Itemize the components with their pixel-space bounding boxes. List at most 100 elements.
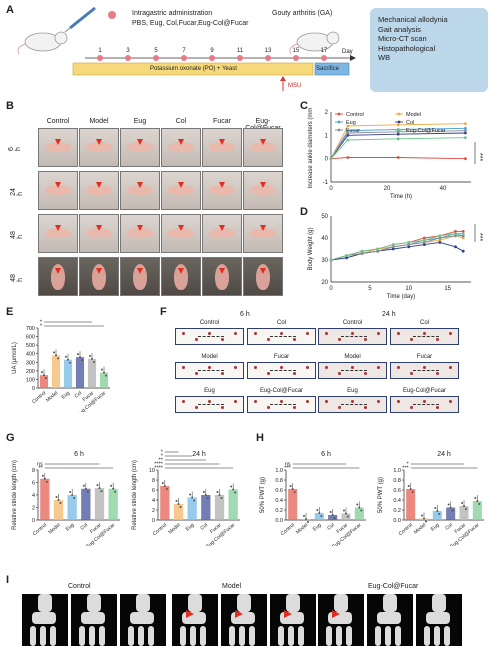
paw-print [208, 366, 211, 369]
ct-scan [221, 594, 267, 646]
ct-scan [172, 594, 218, 646]
bone-shape [426, 612, 450, 624]
paw-print [325, 366, 328, 369]
x-tick-label: 10 [405, 286, 412, 292]
sample-dot [114, 490, 117, 493]
assay-list: Mechanical allodynia Gait analysis Micro-C… [370, 8, 488, 70]
y-tick-label: 40 [321, 236, 328, 242]
sample-dot [216, 491, 219, 493]
x-tick-label: 5 [368, 286, 372, 292]
gait-label: Eug-Col@Fucar [259, 388, 304, 394]
gait-track [175, 328, 244, 345]
sample-dot [291, 488, 294, 490]
paw-print [423, 366, 426, 369]
panel-e-label: E [6, 306, 14, 318]
paw-photo [243, 214, 283, 253]
paw-photo [38, 257, 78, 296]
sample-dot [204, 494, 207, 496]
sample-dot [220, 497, 223, 499]
stride-line [198, 336, 224, 337]
red-arrow-icon [260, 225, 266, 231]
series-line-4 [330, 235, 464, 261]
bar-0 [406, 489, 416, 520]
day-dot-1 [97, 55, 103, 61]
y-tick-label: 6 [152, 488, 155, 494]
day-dot-17 [321, 55, 327, 61]
data-point [438, 238, 442, 242]
red-arrow-icon [96, 268, 102, 274]
sample-dot [407, 485, 410, 487]
legend-label: Eug [346, 120, 356, 126]
paw-print [293, 406, 296, 409]
timeline-graphic [17, 6, 356, 91]
sample-dot [71, 494, 74, 496]
paw-photo [161, 128, 201, 167]
bar-5 [108, 488, 118, 520]
sample-dot [230, 485, 233, 488]
paw-photo [202, 128, 242, 167]
sample-dot [234, 491, 237, 494]
ct-scan [120, 594, 166, 646]
gait-track [390, 328, 459, 345]
data-point [346, 138, 350, 142]
sample-dot [43, 477, 46, 480]
data-point [464, 122, 467, 126]
sample-dot [98, 487, 101, 490]
paw-print [377, 400, 380, 403]
panel-g-label: G [6, 432, 15, 444]
admin-dot-icon [108, 11, 116, 19]
series-line-5 [330, 233, 464, 261]
y-tick-label: 0.0 [275, 518, 283, 524]
paw-photo [202, 171, 242, 210]
day-tick-11: 11 [236, 48, 244, 54]
bone-shape [326, 626, 332, 646]
paw-shape [209, 228, 235, 238]
sig-star: *** [476, 233, 483, 241]
paw-photo [161, 214, 201, 253]
ua-chart: 0 100 200 300 400 500 600 700 UA (μmol/L) Control… [12, 320, 110, 412]
y-tick-label: 0 [32, 518, 35, 524]
bone-shape [188, 594, 202, 612]
data-point [391, 243, 395, 246]
bar-3 [201, 495, 211, 520]
y-tick-label: 0.0 [393, 518, 401, 524]
paw-photo [202, 214, 242, 253]
paw-print [234, 366, 237, 369]
x-tick-label: Col [199, 522, 209, 531]
data-point [461, 249, 465, 253]
data-point [360, 252, 364, 255]
paw-shape [86, 228, 112, 238]
day-tick-1: 1 [98, 48, 102, 54]
bar-2 [314, 513, 324, 520]
paw-print [338, 406, 341, 409]
y-tick-label: 100 [26, 377, 35, 383]
paw-photo [79, 171, 119, 210]
sample-dot [81, 359, 83, 362]
bar-5 [228, 489, 238, 520]
data-point [391, 247, 395, 251]
sample-dot [447, 503, 450, 506]
y-axis-label: 50% PWT (g) [260, 477, 266, 513]
paw-print [293, 372, 296, 375]
stride-line [341, 404, 367, 405]
series-line-0 [330, 157, 466, 160]
photo-row-0: 6 h [7, 147, 22, 151]
red-arrow-icon [96, 139, 102, 145]
bar-0 [160, 486, 170, 520]
x-tick-label: Model [47, 522, 61, 535]
paw-print [423, 400, 426, 403]
red-arrow-icon [260, 139, 266, 145]
y-tick-label: 0.4 [393, 498, 401, 504]
paw-photo [243, 171, 283, 210]
sample-dot [177, 503, 180, 505]
red-arrow-icon [55, 268, 61, 274]
stride-6h-chart: 6 h 0 2 4 6 8 Relative stride length (cm) Contr… [12, 451, 120, 546]
sample-dot [316, 509, 319, 511]
y-tick-label: 0.8 [393, 478, 401, 484]
ct-scan [367, 594, 413, 646]
y-axis-label: UA (μmol/L) [12, 342, 18, 374]
chart-title: 6 h [321, 451, 331, 458]
photo-col-2: Eug [133, 118, 147, 125]
paw-print [267, 338, 270, 341]
y-tick-label: 0 [325, 157, 329, 163]
